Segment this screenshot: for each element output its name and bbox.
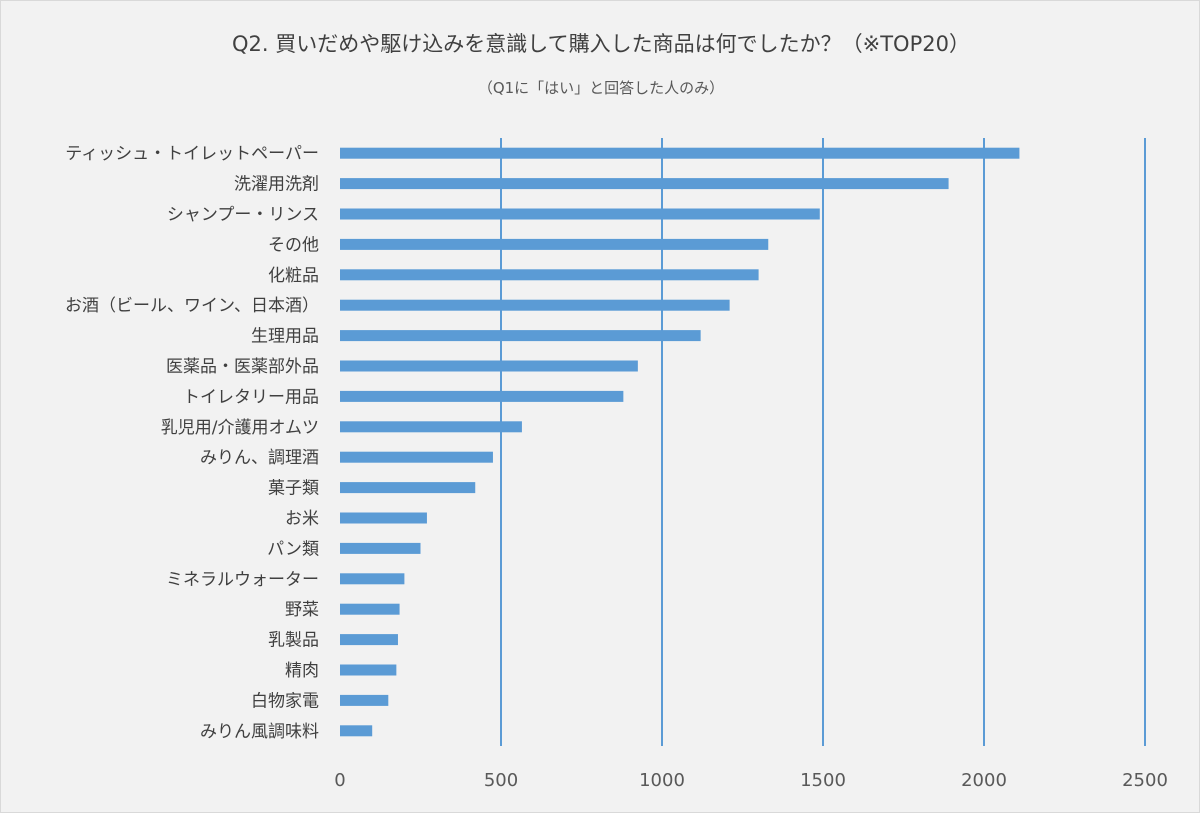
bar <box>340 178 949 190</box>
bar <box>340 208 820 220</box>
bar <box>340 694 389 706</box>
x-tick-label: 2500 <box>1122 770 1168 791</box>
x-tick-label: 2000 <box>961 770 1007 791</box>
bar <box>340 299 730 311</box>
bar <box>340 512 427 524</box>
category-label: その他 <box>268 235 319 255</box>
category-label: 医薬品・医薬部外品 <box>166 357 319 377</box>
x-tick-labels: 0 500 1000 1500 2000 2500 <box>334 770 1168 791</box>
category-label: 乳児用/介護用オムツ <box>161 418 319 438</box>
category-label: 野菜 <box>285 600 319 620</box>
x-tick-label: 0 <box>334 770 345 791</box>
category-label: 精肉 <box>285 661 319 681</box>
bar <box>340 360 638 372</box>
category-label: 乳製品 <box>268 631 319 651</box>
bar <box>340 238 769 250</box>
category-label: お米 <box>285 509 319 529</box>
bar <box>340 390 624 402</box>
x-tick-label: 1500 <box>800 770 846 791</box>
bar <box>340 451 493 463</box>
bar <box>340 330 701 342</box>
bar <box>340 725 373 737</box>
x-tick-label: 1000 <box>639 770 685 791</box>
chart-subtitle: （Q1に「はい」と回答した人のみ） <box>478 79 724 97</box>
category-label: 白物家電 <box>251 691 319 711</box>
bar <box>340 482 476 494</box>
category-label: みりん、調理酒 <box>200 448 319 468</box>
category-labels: ティッシュ・トイレットペーパー洗濯用洗剤シャンプー・リンスその他化粧品お酒（ビー… <box>65 144 319 742</box>
category-label: 生理用品 <box>251 327 319 347</box>
category-label: 洗濯用洗剤 <box>234 175 319 195</box>
category-label: ティッシュ・トイレットペーパー <box>65 144 319 164</box>
bar <box>340 664 397 676</box>
category-label: ミネラルウォーター <box>166 570 319 590</box>
bar <box>340 603 400 615</box>
category-label: お酒（ビール、ワイン、日本酒） <box>65 296 319 316</box>
category-label: シャンプー・リンス <box>167 205 319 225</box>
category-label: トイレタリー用品 <box>183 387 319 407</box>
category-label: 菓子類 <box>268 479 319 499</box>
bar <box>340 269 759 281</box>
bar <box>340 573 405 585</box>
category-label: みりん風調味料 <box>200 722 319 742</box>
category-label: 化粧品 <box>268 266 319 286</box>
gridlines <box>500 138 1146 746</box>
chart-title: Q2. 買いだめや駆け込みを意識して購入した商品は何でしたか？（※TOP20） <box>232 32 970 56</box>
bar <box>340 421 522 433</box>
bar <box>340 542 421 554</box>
bar <box>340 634 398 646</box>
bar <box>340 147 1020 159</box>
x-tick-label: 500 <box>484 770 518 791</box>
bars <box>340 147 1020 737</box>
category-label: パン類 <box>267 539 319 559</box>
